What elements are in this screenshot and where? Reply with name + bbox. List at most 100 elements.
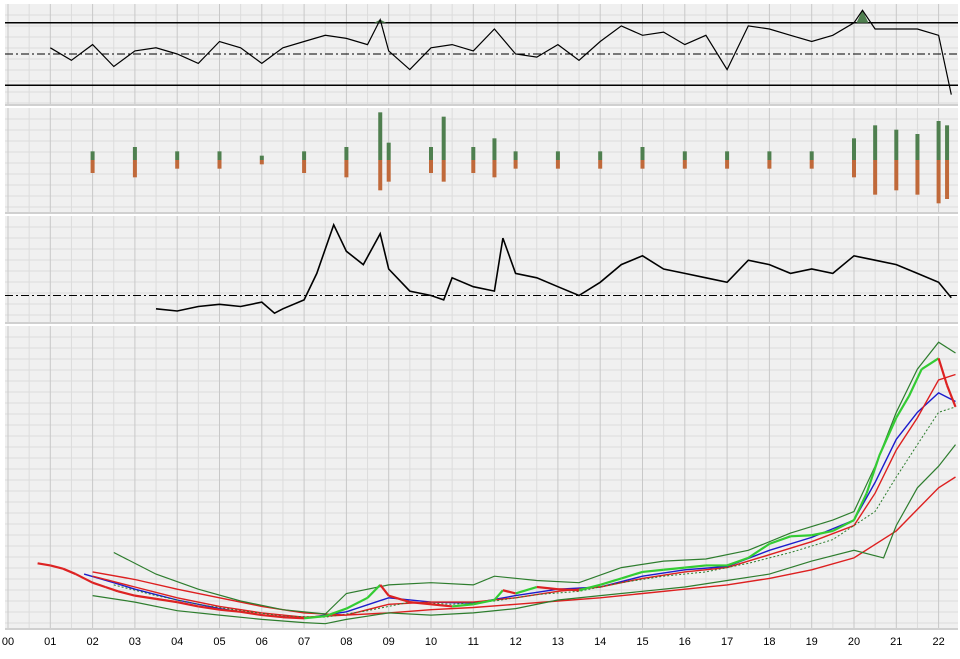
histogram-bar-negative: [598, 160, 603, 169]
histogram-bar-positive: [873, 125, 878, 160]
price-segment: [379, 584, 390, 597]
histogram-bar-positive: [852, 138, 856, 160]
histogram-bar-positive: [259, 155, 264, 160]
histogram-bar-positive: [915, 134, 920, 160]
price-segment: [515, 585, 538, 595]
price-segment: [536, 585, 559, 591]
oscillator-line: [49, 9, 952, 95]
x-tick-label: 00: [2, 636, 14, 648]
price-segment: [747, 542, 771, 559]
price-segment: [388, 594, 411, 604]
price-segment: [62, 567, 77, 576]
histogram-bar-negative: [513, 160, 518, 169]
relative-strength-line: [155, 222, 952, 315]
x-tick-label: 14: [594, 636, 606, 648]
histogram-bar-negative: [344, 160, 349, 178]
histogram-bar-negative: [259, 160, 264, 165]
histogram-bar-positive: [894, 129, 899, 160]
price-segment: [937, 358, 949, 386]
histogram-bar-positive: [945, 125, 950, 160]
price-segment: [621, 570, 643, 580]
histogram-bar-positive: [344, 147, 349, 160]
price-segment: [176, 601, 199, 608]
price-segment: [430, 603, 453, 608]
price-segment: [502, 589, 516, 595]
x-tick-label: 15: [636, 636, 648, 648]
panel-oscillator: [5, 4, 958, 106]
histogram-bar-positive: [441, 116, 446, 160]
histogram-bar-positive: [429, 147, 433, 160]
histogram-bar-negative: [386, 160, 391, 182]
price-segment: [75, 573, 94, 584]
histogram-bar-negative: [555, 160, 560, 169]
histogram-bar-positive: [640, 147, 645, 160]
price-segment: [493, 589, 504, 601]
histogram-bar-negative: [894, 160, 899, 191]
histogram-bar-negative: [378, 160, 383, 191]
histogram-bar-negative: [873, 160, 878, 195]
price-segment: [684, 564, 707, 569]
price-segment: [366, 584, 382, 599]
x-tick-label: 21: [890, 636, 902, 648]
histogram-bar-negative: [852, 160, 856, 178]
x-tick-label: 19: [806, 636, 818, 648]
price-segment: [921, 357, 940, 371]
histogram-bar-positive: [302, 151, 307, 160]
histogram-bar-negative: [492, 160, 497, 178]
histogram-bar-positive: [386, 142, 391, 160]
histogram-bar-positive: [767, 151, 772, 160]
histogram-bar-negative: [809, 160, 814, 169]
x-tick-label: 09: [383, 636, 395, 648]
price-segment: [219, 608, 241, 613]
price-segment: [37, 562, 51, 567]
panel-background: [5, 108, 958, 212]
price-segment: [473, 598, 495, 606]
ma-red-slow-line: [92, 476, 956, 616]
panel-price: [5, 326, 958, 630]
histogram-bar-positive: [682, 151, 687, 160]
histogram-bar-positive: [725, 151, 730, 160]
histogram-bar-positive: [217, 151, 222, 160]
price-segment: [155, 597, 178, 604]
histogram-bar-negative: [302, 160, 307, 173]
histogram-bar-negative: [429, 160, 433, 173]
price-segment: [345, 596, 369, 610]
price-segment: [92, 581, 106, 589]
price-segment: [452, 603, 474, 608]
panel-histogram: [5, 108, 958, 214]
price-segment: [642, 568, 664, 574]
price-segment: [324, 607, 347, 618]
price-segment: [578, 583, 601, 592]
x-tick-label: 17: [721, 636, 733, 648]
histogram-bar-negative: [767, 160, 772, 169]
x-tick-label: 08: [340, 636, 352, 648]
price-segment: [303, 615, 326, 620]
price-segment: [946, 384, 957, 408]
price-segment: [769, 535, 791, 545]
x-tick-label: 06: [256, 636, 268, 648]
histogram-bar-negative: [217, 160, 222, 169]
histogram-bar-positive: [555, 151, 560, 160]
histogram-bar-negative: [441, 160, 446, 182]
histogram-bar-negative: [682, 160, 687, 169]
x-tick-label: 03: [129, 636, 141, 648]
histogram-bar-negative: [915, 160, 920, 195]
histogram-bar-positive: [513, 151, 518, 160]
histogram-bar-positive: [598, 151, 603, 160]
x-tick-label: 18: [763, 636, 775, 648]
price-segment: [811, 529, 834, 537]
price-segment: [878, 417, 898, 456]
price-segment: [50, 564, 64, 570]
x-tick-label: 01: [44, 636, 56, 648]
histogram-bar-negative: [132, 160, 137, 178]
price-segment: [895, 395, 910, 419]
price-segment: [104, 585, 119, 593]
price-segment: [134, 594, 157, 600]
x-tick-label: 12: [509, 636, 521, 648]
histogram-bar-positive: [492, 138, 497, 160]
x-tick-label: 16: [679, 636, 691, 648]
histogram-bar-positive: [809, 151, 814, 160]
histogram-bar-positive: [936, 121, 941, 160]
